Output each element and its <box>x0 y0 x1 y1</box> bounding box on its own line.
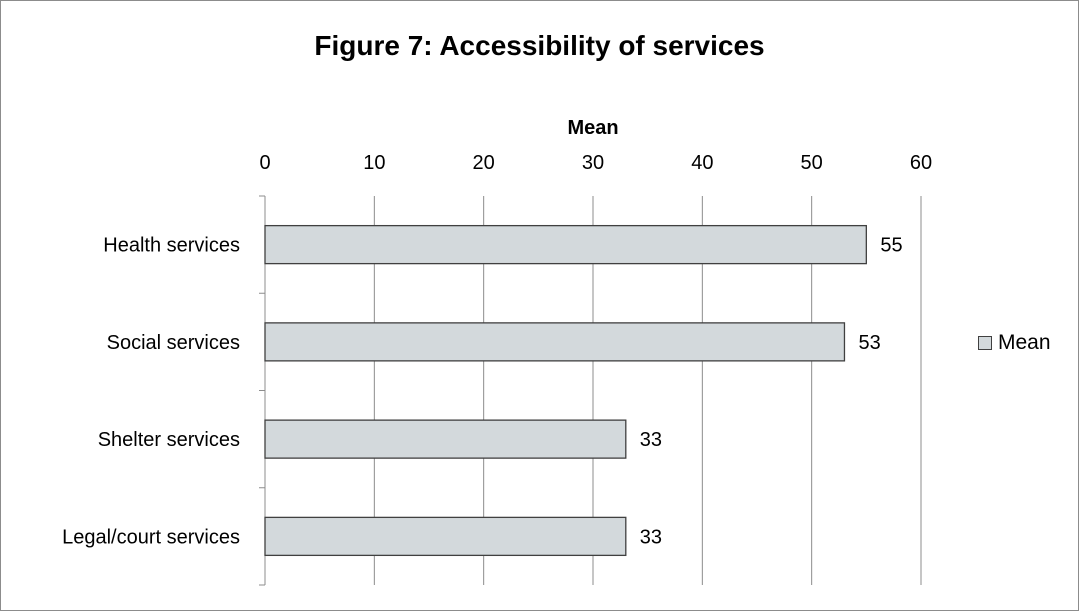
data-labels: 55 53 33 33 <box>640 235 903 549</box>
x-tick-labels: 0 10 20 30 40 50 60 <box>259 152 932 174</box>
x-tick-label: 60 <box>910 152 932 174</box>
x-axis-label: Mean <box>567 117 618 139</box>
x-tick-label: 40 <box>691 152 713 174</box>
category-labels: Health services Social services Shelter se… <box>62 235 240 549</box>
bar <box>264 224 867 265</box>
category-label: Legal/court services <box>62 526 240 548</box>
x-tick-label: 50 <box>801 152 823 174</box>
bar <box>264 516 627 557</box>
legend-swatch <box>978 336 992 350</box>
x-tick-label: 30 <box>582 152 604 174</box>
legend: Mean <box>978 331 1051 355</box>
data-label: 33 <box>640 429 662 451</box>
x-tick-label: 10 <box>363 152 385 174</box>
x-tick-label: 20 <box>473 152 495 174</box>
x-tick-label: 0 <box>259 152 270 174</box>
bar <box>264 419 627 459</box>
bar <box>264 322 846 362</box>
axes <box>259 195 266 586</box>
data-label: 53 <box>858 332 880 354</box>
legend-label: Mean <box>998 331 1051 354</box>
bars <box>264 224 867 557</box>
chart-title: Figure 7: Accessibility of services <box>314 30 765 61</box>
category-label: Social services <box>107 332 240 354</box>
category-label: Health services <box>103 235 240 257</box>
data-label: 33 <box>640 526 662 548</box>
data-label: 55 <box>880 235 902 257</box>
category-label: Shelter services <box>98 429 240 451</box>
